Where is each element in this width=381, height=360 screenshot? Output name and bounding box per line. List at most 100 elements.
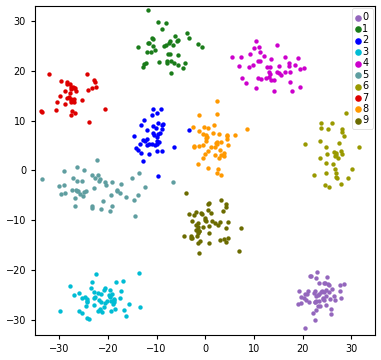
4 (274, 69, 280, 75)
0 (315, 292, 321, 298)
3 (89, 279, 95, 285)
0 (313, 276, 319, 282)
4 (297, 66, 303, 72)
0 (337, 282, 343, 288)
0 (312, 318, 319, 323)
3 (67, 283, 74, 289)
3 (96, 297, 102, 303)
0 (316, 280, 322, 286)
9 (196, 250, 202, 256)
3 (97, 307, 103, 313)
0 (317, 289, 323, 295)
2 (155, 131, 162, 137)
5 (56, 184, 62, 189)
Legend: 0, 1, 2, 3, 4, 5, 6, 7, 8, 9: 0, 1, 2, 3, 4, 5, 6, 7, 8, 9 (352, 9, 373, 129)
5 (108, 193, 114, 198)
9 (206, 200, 212, 206)
7 (64, 80, 70, 85)
4 (271, 78, 277, 84)
8 (211, 122, 217, 128)
4 (261, 53, 267, 59)
2 (149, 141, 155, 147)
3 (123, 313, 130, 319)
9 (187, 235, 194, 241)
1 (168, 70, 174, 76)
1 (175, 62, 181, 68)
5 (79, 179, 85, 184)
3 (57, 308, 63, 314)
6 (334, 175, 340, 181)
6 (318, 120, 324, 125)
4 (285, 63, 291, 69)
9 (181, 233, 187, 239)
2 (152, 143, 158, 148)
5 (117, 190, 123, 195)
9 (223, 201, 229, 206)
8 (195, 143, 202, 149)
1 (166, 38, 173, 44)
1 (135, 44, 141, 50)
6 (323, 170, 329, 176)
1 (150, 36, 156, 42)
2 (146, 152, 152, 157)
9 (218, 197, 224, 203)
3 (107, 298, 114, 303)
4 (250, 62, 256, 67)
0 (298, 294, 304, 300)
2 (159, 126, 165, 132)
4 (256, 44, 262, 50)
0 (328, 306, 335, 312)
0 (328, 311, 334, 316)
8 (191, 143, 197, 149)
0 (316, 292, 322, 297)
1 (145, 41, 151, 46)
9 (221, 236, 227, 242)
0 (320, 296, 326, 302)
6 (341, 134, 347, 139)
7 (61, 87, 67, 93)
3 (107, 287, 113, 292)
1 (160, 43, 166, 49)
5 (75, 188, 81, 194)
9 (205, 201, 211, 206)
4 (287, 79, 293, 85)
0 (323, 302, 329, 308)
5 (74, 178, 80, 184)
6 (339, 151, 345, 157)
0 (295, 301, 301, 307)
3 (91, 289, 98, 295)
1 (167, 51, 173, 57)
8 (214, 111, 220, 117)
7 (93, 84, 99, 90)
0 (325, 282, 331, 288)
9 (193, 222, 199, 228)
9 (207, 230, 213, 236)
3 (84, 315, 90, 321)
3 (137, 305, 143, 310)
9 (205, 207, 211, 213)
7 (58, 93, 64, 99)
8 (205, 126, 211, 131)
8 (225, 142, 231, 148)
3 (102, 300, 108, 306)
8 (203, 135, 209, 141)
5 (88, 203, 94, 209)
0 (302, 291, 308, 297)
6 (339, 129, 345, 135)
4 (266, 69, 272, 75)
0 (306, 299, 312, 305)
6 (330, 162, 336, 167)
0 (313, 307, 319, 313)
1 (163, 20, 169, 26)
8 (215, 170, 221, 176)
4 (263, 75, 269, 81)
2 (156, 139, 162, 144)
4 (267, 64, 273, 70)
1 (155, 19, 161, 25)
5 (100, 198, 106, 203)
0 (307, 273, 313, 279)
5 (91, 185, 97, 191)
7 (70, 96, 77, 102)
6 (311, 172, 317, 178)
9 (216, 219, 223, 225)
